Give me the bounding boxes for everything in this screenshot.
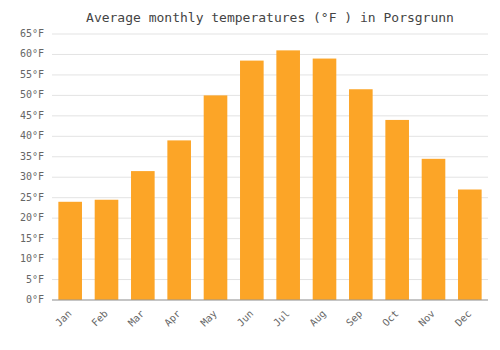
bar — [240, 61, 264, 300]
bar — [458, 190, 482, 300]
grid-line — [52, 74, 488, 75]
y-tick-label: 30°F — [20, 171, 44, 182]
x-tick-label: Mar — [126, 308, 147, 329]
x-tick-label: Apr — [162, 308, 183, 329]
bar — [349, 89, 373, 300]
bar — [95, 200, 119, 300]
bar — [204, 95, 228, 300]
y-tick-label: 0°F — [26, 294, 44, 305]
y-tick-label: 40°F — [20, 130, 44, 141]
x-tick-label: Jan — [53, 308, 74, 329]
chart-container: 0°F 5°F 10°F 15°F 20°F 25°F 30°F 35°F 40°F 45°F 50… — [0, 0, 500, 350]
y-tick-label: 55°F — [20, 69, 44, 80]
x-tick-label: Jun — [235, 308, 256, 329]
x-tick-label: Oct — [380, 308, 401, 329]
y-tick-label: 10°F — [20, 253, 44, 264]
x-axis-line — [52, 300, 488, 301]
grid-line — [52, 115, 488, 116]
bar — [422, 159, 446, 300]
grid-line — [52, 136, 488, 137]
bar — [276, 50, 300, 300]
y-tick-label: 50°F — [20, 89, 44, 100]
x-tick-label: Aug — [307, 308, 328, 329]
bar — [131, 171, 155, 300]
grid-line — [52, 95, 488, 96]
x-tick-label: Feb — [89, 308, 110, 329]
y-tick-label: 20°F — [20, 212, 44, 223]
x-tick-label: Nov — [416, 308, 437, 329]
chart: 0°F 5°F 10°F 15°F 20°F 25°F 30°F 35°F 40°F 45°F 50… — [0, 0, 500, 350]
y-tick-label: 60°F — [20, 48, 44, 59]
x-tick-label: Dec — [453, 308, 474, 329]
y-tick-label: 65°F — [20, 28, 44, 39]
title: Average monthly temperatures (°F ) in Po… — [86, 10, 454, 25]
bar — [58, 202, 82, 300]
x-axis: Jan Feb Mar Apr May Jun Jul Aug Sep Oct Nov Dec — [52, 300, 488, 328]
grid-line — [52, 300, 488, 301]
y-axis: 0°F 5°F 10°F 15°F 20°F 25°F 30°F 35°F 40°F 45°F 50… — [20, 28, 44, 305]
y-tick-label: 5°F — [26, 274, 44, 285]
x-tick-label: Sep — [344, 308, 365, 329]
bar — [385, 120, 409, 300]
y-tick-label: 45°F — [20, 110, 44, 121]
grid-line — [52, 54, 488, 55]
bars — [58, 50, 481, 300]
x-tick-label: May — [198, 308, 219, 329]
y-tick-label: 25°F — [20, 192, 44, 203]
y-tick-label: 15°F — [20, 233, 44, 244]
grid — [52, 34, 488, 300]
grid-line — [52, 34, 488, 35]
x-tick-label: Jul — [271, 308, 292, 329]
bar — [167, 140, 191, 300]
bar — [313, 59, 337, 300]
grid-line — [52, 156, 488, 157]
y-tick-label: 35°F — [20, 151, 44, 162]
